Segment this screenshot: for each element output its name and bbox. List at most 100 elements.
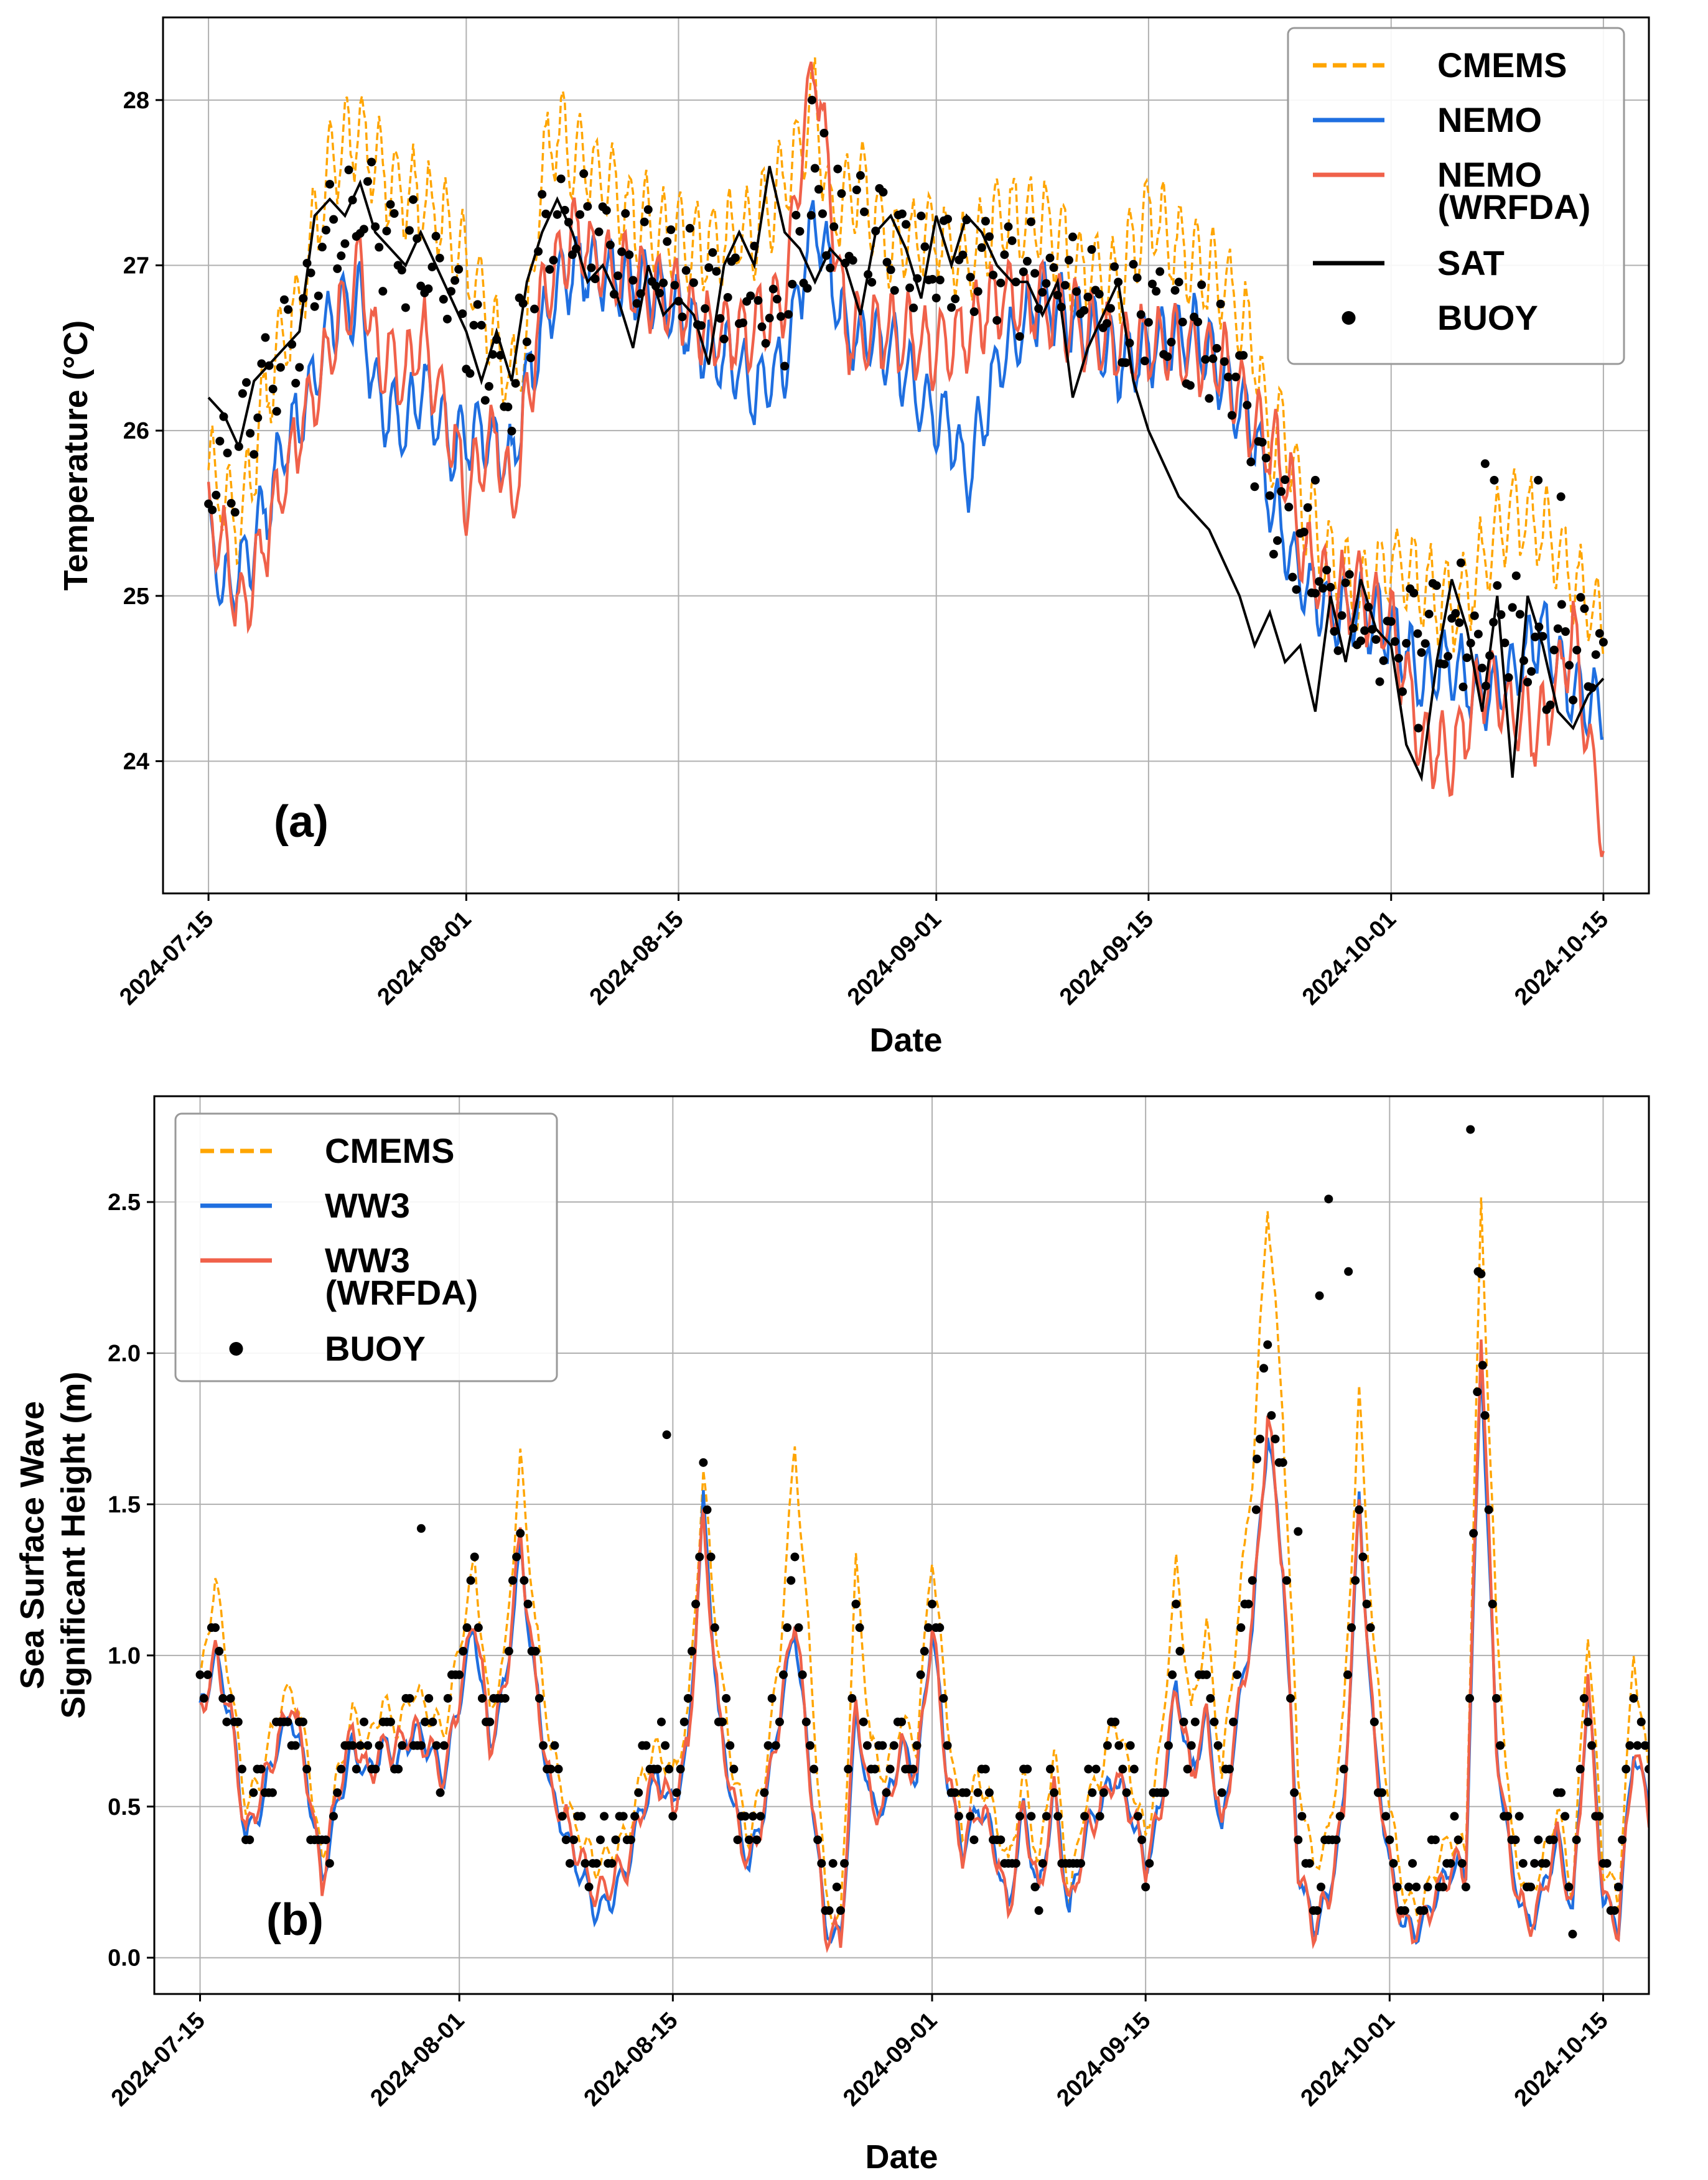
- buoy-point: [1174, 277, 1183, 287]
- buoy-point: [474, 1623, 483, 1633]
- buoy-point: [348, 1741, 357, 1750]
- buoy-point: [691, 1600, 701, 1609]
- buoy-point: [1488, 1600, 1497, 1609]
- buoy-point: [321, 1835, 330, 1845]
- buoy-point: [605, 240, 615, 249]
- buoy-point: [558, 1812, 567, 1821]
- x-tick-label: 2024-10-01: [1297, 906, 1401, 1010]
- buoy-point: [1419, 1906, 1429, 1915]
- plot-area: [195, 1125, 1661, 1954]
- buoy-point: [458, 309, 467, 319]
- buoy-point: [1201, 355, 1210, 364]
- buoy-point: [1099, 1788, 1108, 1797]
- buoy-point: [302, 258, 312, 268]
- buoy-point: [405, 1693, 414, 1703]
- buoy-point: [488, 350, 497, 359]
- buoy-point: [1023, 1764, 1032, 1774]
- buoy-point: [1084, 1764, 1093, 1774]
- buoy-point: [1473, 630, 1483, 639]
- buoy-point: [1466, 1125, 1475, 1134]
- buoy-point: [1259, 1364, 1269, 1373]
- buoy-point: [852, 185, 861, 195]
- buoy-point: [1439, 1883, 1448, 1892]
- buoy-point: [602, 206, 611, 215]
- buoy-point: [947, 303, 956, 312]
- buoy-point: [1477, 663, 1486, 673]
- buoy-point: [455, 1670, 464, 1679]
- buoy-point: [719, 334, 729, 343]
- buoy-point: [984, 1788, 994, 1797]
- buoy-point: [1404, 1883, 1413, 1892]
- buoy-point: [363, 1741, 373, 1750]
- buoy-point: [1053, 291, 1062, 300]
- buoy-point: [651, 281, 660, 291]
- buoy-point: [1231, 372, 1240, 381]
- buoy-point: [404, 226, 414, 235]
- buoy-point: [867, 277, 877, 287]
- buoy-point: [459, 1647, 468, 1656]
- buoy-point: [1167, 337, 1176, 347]
- buoy-point: [829, 222, 839, 231]
- buoy-point: [1163, 352, 1172, 361]
- buoy-point: [1470, 611, 1479, 620]
- buoy-point: [798, 1670, 807, 1679]
- buoy-point: [1202, 1670, 1211, 1679]
- buoy-point: [1019, 267, 1028, 276]
- buoy-point: [238, 389, 247, 398]
- buoy-point: [1432, 581, 1441, 590]
- buoy-point: [1064, 256, 1073, 265]
- buoy-point: [507, 426, 516, 436]
- buoy-point: [1462, 653, 1472, 663]
- buoy-point: [1255, 1434, 1264, 1443]
- x-tick-label: 2024-08-01: [373, 906, 477, 1010]
- buoy-point: [1114, 277, 1123, 287]
- buoy-point: [215, 1647, 224, 1656]
- buoy-point: [614, 271, 623, 281]
- buoy-point: [1413, 629, 1422, 638]
- buoy-point: [1652, 1788, 1661, 1797]
- buoy-point: [665, 1764, 674, 1774]
- buoy-point: [1145, 1859, 1154, 1868]
- buoy-point: [518, 299, 528, 308]
- buoy-point: [754, 296, 763, 305]
- legend-label-line: CMEMS: [1437, 45, 1567, 85]
- legend-label-line: NEMO: [1437, 100, 1542, 139]
- buoy-point: [264, 361, 274, 370]
- buoy-point: [1491, 1693, 1501, 1703]
- buoy-point: [1362, 1600, 1371, 1609]
- y-tick-label: 27: [123, 253, 149, 279]
- buoy-point: [1490, 475, 1499, 485]
- buoy-point: [981, 217, 990, 226]
- buoy-point: [1111, 1717, 1120, 1726]
- buoy-point: [1598, 638, 1608, 647]
- buoy-point: [909, 303, 918, 312]
- buoy-point: [1132, 273, 1142, 282]
- buoy-point: [386, 1717, 395, 1726]
- buoy-point: [841, 258, 850, 268]
- buoy-point: [329, 215, 338, 224]
- buoy-point: [765, 314, 774, 323]
- buoy-point: [870, 1764, 880, 1774]
- buoy-point: [1458, 682, 1468, 692]
- ww3-wrfda--series-line: [199, 1339, 1649, 1954]
- buoy-point: [1390, 637, 1399, 646]
- buoy-point: [1288, 572, 1297, 582]
- buoy-point: [1371, 635, 1381, 644]
- buoy-point: [1378, 1788, 1387, 1797]
- buoy-point: [1091, 1764, 1101, 1774]
- legend-label-line: NEMO: [1437, 155, 1542, 194]
- buoy-point: [1038, 287, 1047, 297]
- buoy-point: [1216, 299, 1225, 309]
- buoy-point: [928, 274, 937, 284]
- buoy-point: [1121, 358, 1131, 368]
- plot-frame: [153, 1095, 1650, 1995]
- buoy-point: [1004, 222, 1013, 231]
- buoy-point: [609, 289, 618, 299]
- buoy-point: [1587, 1741, 1597, 1750]
- buoy-point: [1034, 1906, 1043, 1915]
- buoy-point: [1633, 1741, 1642, 1750]
- buoy-point: [678, 312, 687, 322]
- legend-label: CMEMS: [325, 1131, 454, 1170]
- buoy-point: [257, 359, 266, 368]
- buoy-point: [1440, 659, 1449, 669]
